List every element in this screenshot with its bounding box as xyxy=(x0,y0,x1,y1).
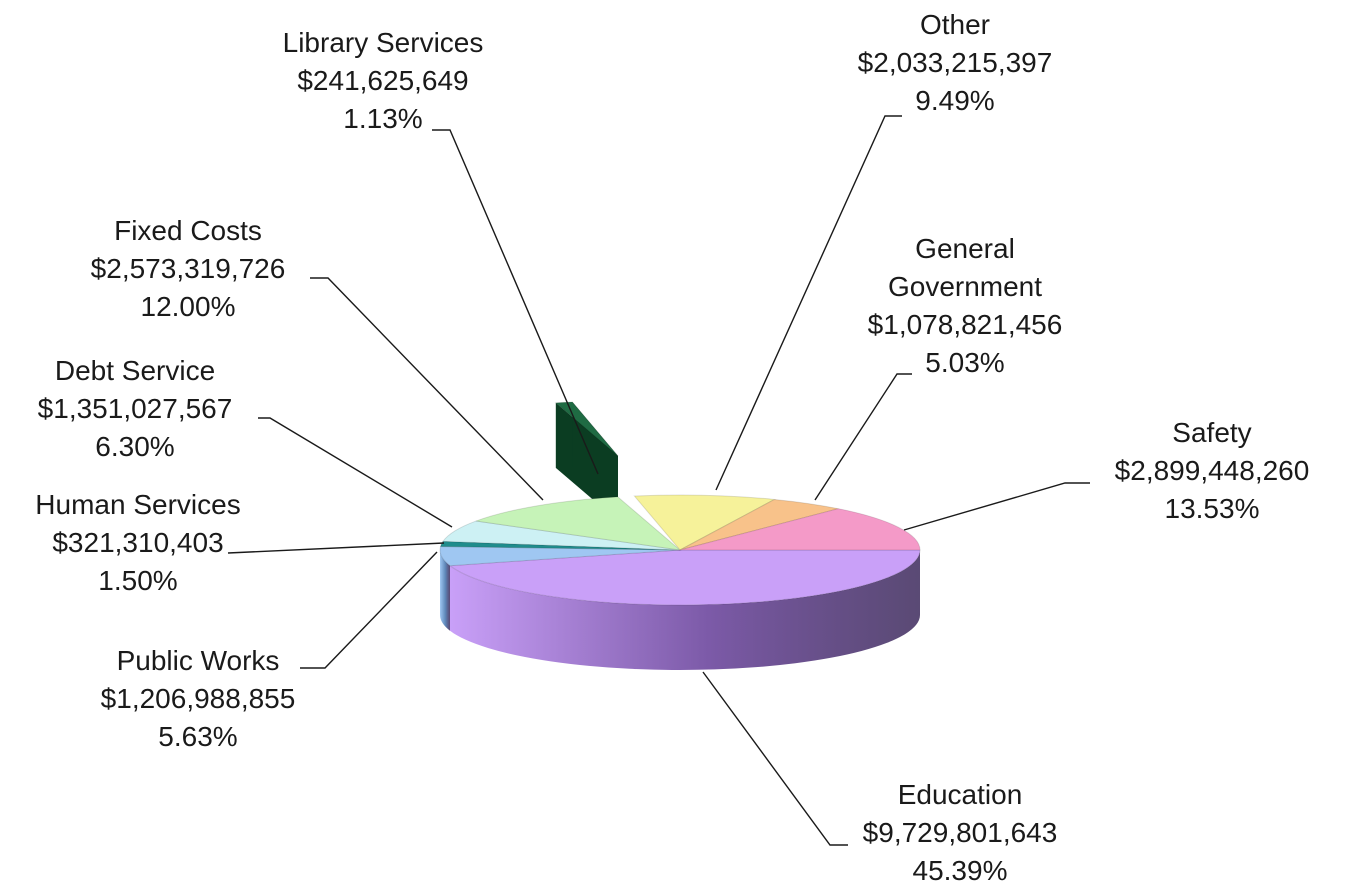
leader-line-safety xyxy=(903,482,1090,531)
slice-safety xyxy=(679,508,921,551)
leader-line-public-works xyxy=(300,551,438,669)
pie-side-walls xyxy=(440,402,920,670)
slice-label-name: Other xyxy=(919,9,991,40)
slice-other xyxy=(633,494,777,551)
slice-side-public-works xyxy=(440,550,450,631)
slice-label-percent: 12.00% xyxy=(140,291,236,323)
slice-label-percent: 5.03% xyxy=(925,347,1005,379)
slice-label-value: $2,573,319,726 xyxy=(90,253,286,285)
slice-debt-service xyxy=(442,520,681,551)
slice-label-percent: 13.53% xyxy=(1164,493,1260,525)
slice-label-value: $1,351,027,567 xyxy=(37,393,233,425)
slice-label-name: Debt Service xyxy=(54,355,216,386)
slice-label-percent: 45.39% xyxy=(912,855,1008,887)
slice-label-name: Fixed Costs xyxy=(114,215,262,246)
slice-label-debt-service: Debt Service $1,351,027,567 6.30% xyxy=(38,352,233,466)
slice-education xyxy=(448,549,921,606)
slice-label-name: Library Services xyxy=(282,27,484,58)
slice-public-works xyxy=(439,545,681,567)
slice-label-percent: 1.50% xyxy=(98,565,178,597)
slice-label-percent: 6.30% xyxy=(95,431,175,463)
leader-lines xyxy=(227,115,1090,846)
leader-line-debt-service xyxy=(258,417,453,528)
slice-label-general-government: General Government $1,078,821,456 5.03% xyxy=(868,230,1063,382)
slice-side-education xyxy=(449,550,920,670)
slice-library-services xyxy=(554,401,619,457)
slice-label-name: Education xyxy=(897,779,1023,810)
slice-label-safety: Safety $2,899,448,260 13.53% xyxy=(1115,414,1310,528)
slice-label-human-services: Human Services $321,310,403 1.50% xyxy=(35,486,240,600)
leader-line-education xyxy=(702,671,848,846)
slice-label-public-works: Public Works $1,206,988,855 5.63% xyxy=(101,642,296,756)
slice-label-name: Human Services xyxy=(35,489,241,520)
slice-label-name: General xyxy=(915,233,1015,264)
slice-wall-library-services-b xyxy=(572,402,618,521)
slice-label-name: Public Works xyxy=(116,645,280,676)
slice-label-percent: 1.13% xyxy=(343,103,423,135)
slice-label-education: Education $9,729,801,643 45.39% xyxy=(863,776,1058,890)
slice-label-name: Government xyxy=(887,271,1043,303)
leader-line-human-services xyxy=(227,542,445,554)
slice-label-value: $1,206,988,855 xyxy=(100,683,296,715)
slice-label-library-services: Library Services $241,625,649 1.13% xyxy=(283,24,484,138)
leader-line-other xyxy=(715,115,902,491)
slice-label-value: $2,899,448,260 xyxy=(1114,455,1310,487)
pie-top-faces xyxy=(439,401,921,606)
slice-fixed-costs xyxy=(475,496,682,551)
slice-label-name: Safety xyxy=(1172,417,1252,448)
slice-label-value: $241,625,649 xyxy=(297,65,469,97)
slice-label-percent: 9.49% xyxy=(915,85,995,117)
slice-general-government xyxy=(679,498,839,551)
slice-human-services xyxy=(439,540,681,551)
slice-label-other: Other $2,033,215,397 9.49% xyxy=(858,6,1053,120)
leader-line-fixed-costs xyxy=(310,277,544,501)
slice-label-fixed-costs: Fixed Costs $2,573,319,726 12.00% xyxy=(91,212,286,326)
leader-line-general-government xyxy=(814,373,912,501)
leader-line-library-services xyxy=(432,129,599,475)
slice-label-value: $321,310,403 xyxy=(52,527,224,559)
slice-label-value: $9,729,801,643 xyxy=(862,817,1058,849)
slice-label-value: $2,033,215,397 xyxy=(857,47,1053,79)
slice-label-percent: 5.63% xyxy=(158,721,238,753)
slice-label-value: $1,078,821,456 xyxy=(867,309,1063,341)
